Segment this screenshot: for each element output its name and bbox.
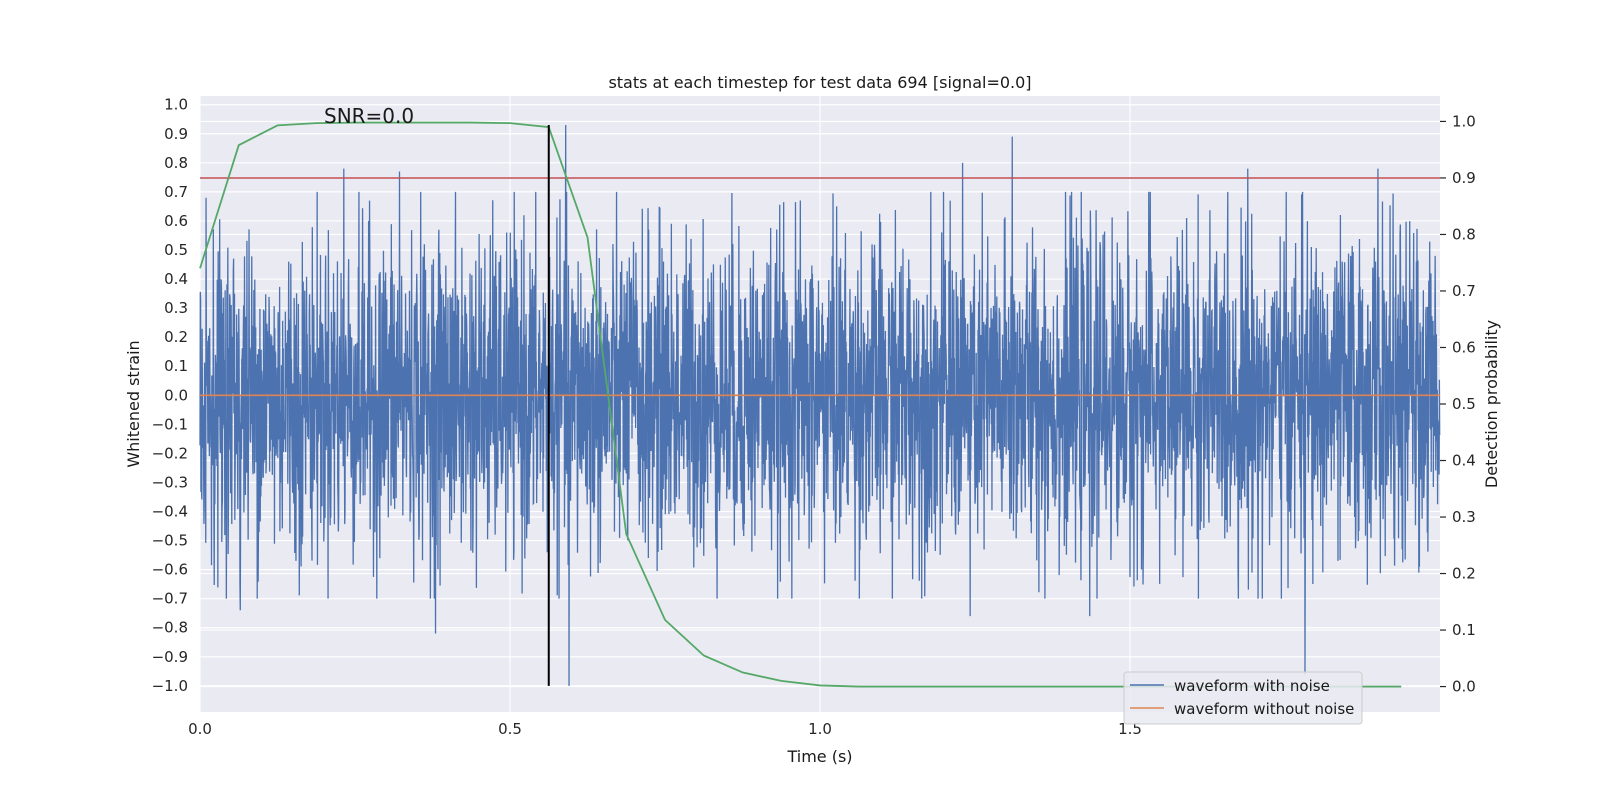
y2-tick-label: 0.6 xyxy=(1452,338,1476,356)
y-tick-label: −0.4 xyxy=(152,503,188,521)
x-tick-label: 0.5 xyxy=(498,720,522,738)
legend-label-without-noise: waveform without noise xyxy=(1174,700,1354,718)
legend-box xyxy=(1123,671,1363,725)
y-tick-label: −0.3 xyxy=(152,473,188,491)
legend: waveform with noise waveform without noi… xyxy=(1123,671,1363,725)
y2-tick-label: 0.4 xyxy=(1452,452,1476,470)
y2-tick-label: 0.2 xyxy=(1452,565,1476,583)
y-tick-label: −0.2 xyxy=(152,444,188,462)
y2-tick-label: 0.3 xyxy=(1452,508,1476,526)
y2-axis-title: Detection probability xyxy=(1482,320,1501,488)
y2-tick-label: 0.7 xyxy=(1452,282,1476,300)
y-tick-label: −0.1 xyxy=(152,415,188,433)
x-tick-label: 0.0 xyxy=(188,720,212,738)
legend-label-with-noise: waveform with noise xyxy=(1174,677,1330,695)
y2-tick-label: 0.9 xyxy=(1452,169,1476,187)
y-tick-label: 0.6 xyxy=(164,212,188,230)
y-tick-label: 0.4 xyxy=(164,270,188,288)
y-tick-label: −0.5 xyxy=(152,532,188,550)
y-tick-label: 0.9 xyxy=(164,125,188,143)
y2-tick-label: 0.5 xyxy=(1452,395,1476,413)
y-tick-label: 0.0 xyxy=(164,386,188,404)
y-tick-label: 1.0 xyxy=(164,96,188,114)
y2-tick-label: 0.0 xyxy=(1452,678,1476,696)
axes: 0.0 0.5 1.0 1.5−1.0−0.9−0.8−0.7−0.6−0.5−0.4… xyxy=(152,96,1476,738)
y-tick-label: −0.7 xyxy=(152,590,188,608)
series-detection-probability xyxy=(199,121,1402,688)
y-tick-label: −1.0 xyxy=(152,677,188,695)
y-tick-label: 0.1 xyxy=(164,357,188,375)
y-tick-label: 0.2 xyxy=(164,328,188,346)
y-tick-label: 0.5 xyxy=(164,241,188,259)
x-tick-label: 1.0 xyxy=(808,720,832,738)
series-waveform-with-noise xyxy=(199,125,1441,686)
plot-area xyxy=(199,121,1441,688)
y-axis-title: Whitened strain xyxy=(124,340,143,467)
y-tick-label: −0.6 xyxy=(152,561,188,579)
y-tick-label: −0.8 xyxy=(152,619,188,637)
y2-tick-label: 1.0 xyxy=(1452,112,1476,130)
chart-title: stats at each timestep for test data 694… xyxy=(608,73,1031,92)
y2-tick-label: 0.8 xyxy=(1452,225,1476,243)
y-tick-label: 0.3 xyxy=(164,299,188,317)
x-axis-title: Time (s) xyxy=(786,747,852,766)
y-tick-label: −0.9 xyxy=(152,648,188,666)
snr-annotation: SNR=0.0 xyxy=(324,104,414,128)
y-tick-label: 0.8 xyxy=(164,154,188,172)
y2-tick-label: 0.1 xyxy=(1452,621,1476,639)
y-tick-label: 0.7 xyxy=(164,183,188,201)
